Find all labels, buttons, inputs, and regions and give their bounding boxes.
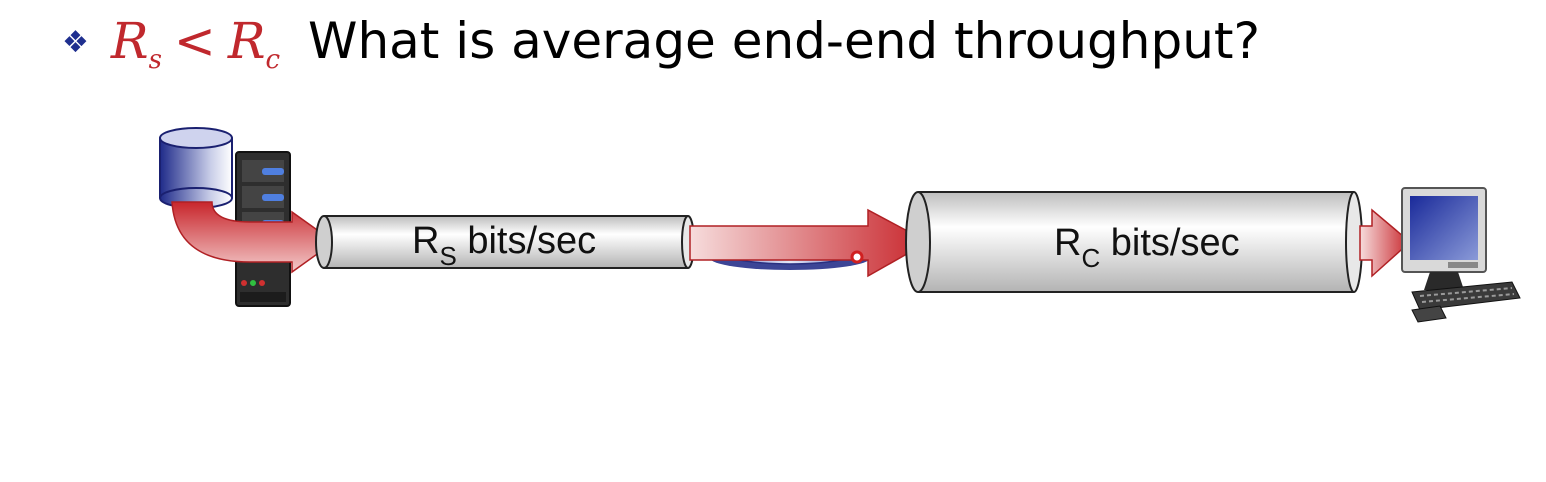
link-label-rs: RS bits/sec xyxy=(412,220,597,271)
flow-arrow-icon xyxy=(689,208,930,278)
slide-heading: ❖ Rs < Rc What is average end-end throug… xyxy=(62,12,1260,75)
diamond-bullet-icon: ❖ xyxy=(62,25,89,60)
packet-dot xyxy=(850,250,864,264)
rate-c: Rc xyxy=(227,12,281,75)
flow-arrow-icon xyxy=(171,201,336,274)
rate-s: Rs xyxy=(110,12,162,75)
link-pipe-rc xyxy=(905,191,1363,293)
database-icon xyxy=(159,127,233,209)
flow-arrow-icon xyxy=(1359,208,1412,278)
link-label-rc: RC bits/sec xyxy=(1054,222,1240,273)
comparator: < xyxy=(173,12,216,70)
computer-icon xyxy=(1401,187,1521,323)
link-pipe-rs xyxy=(315,215,695,269)
heading-question: What is average end-end throughput? xyxy=(308,12,1261,70)
